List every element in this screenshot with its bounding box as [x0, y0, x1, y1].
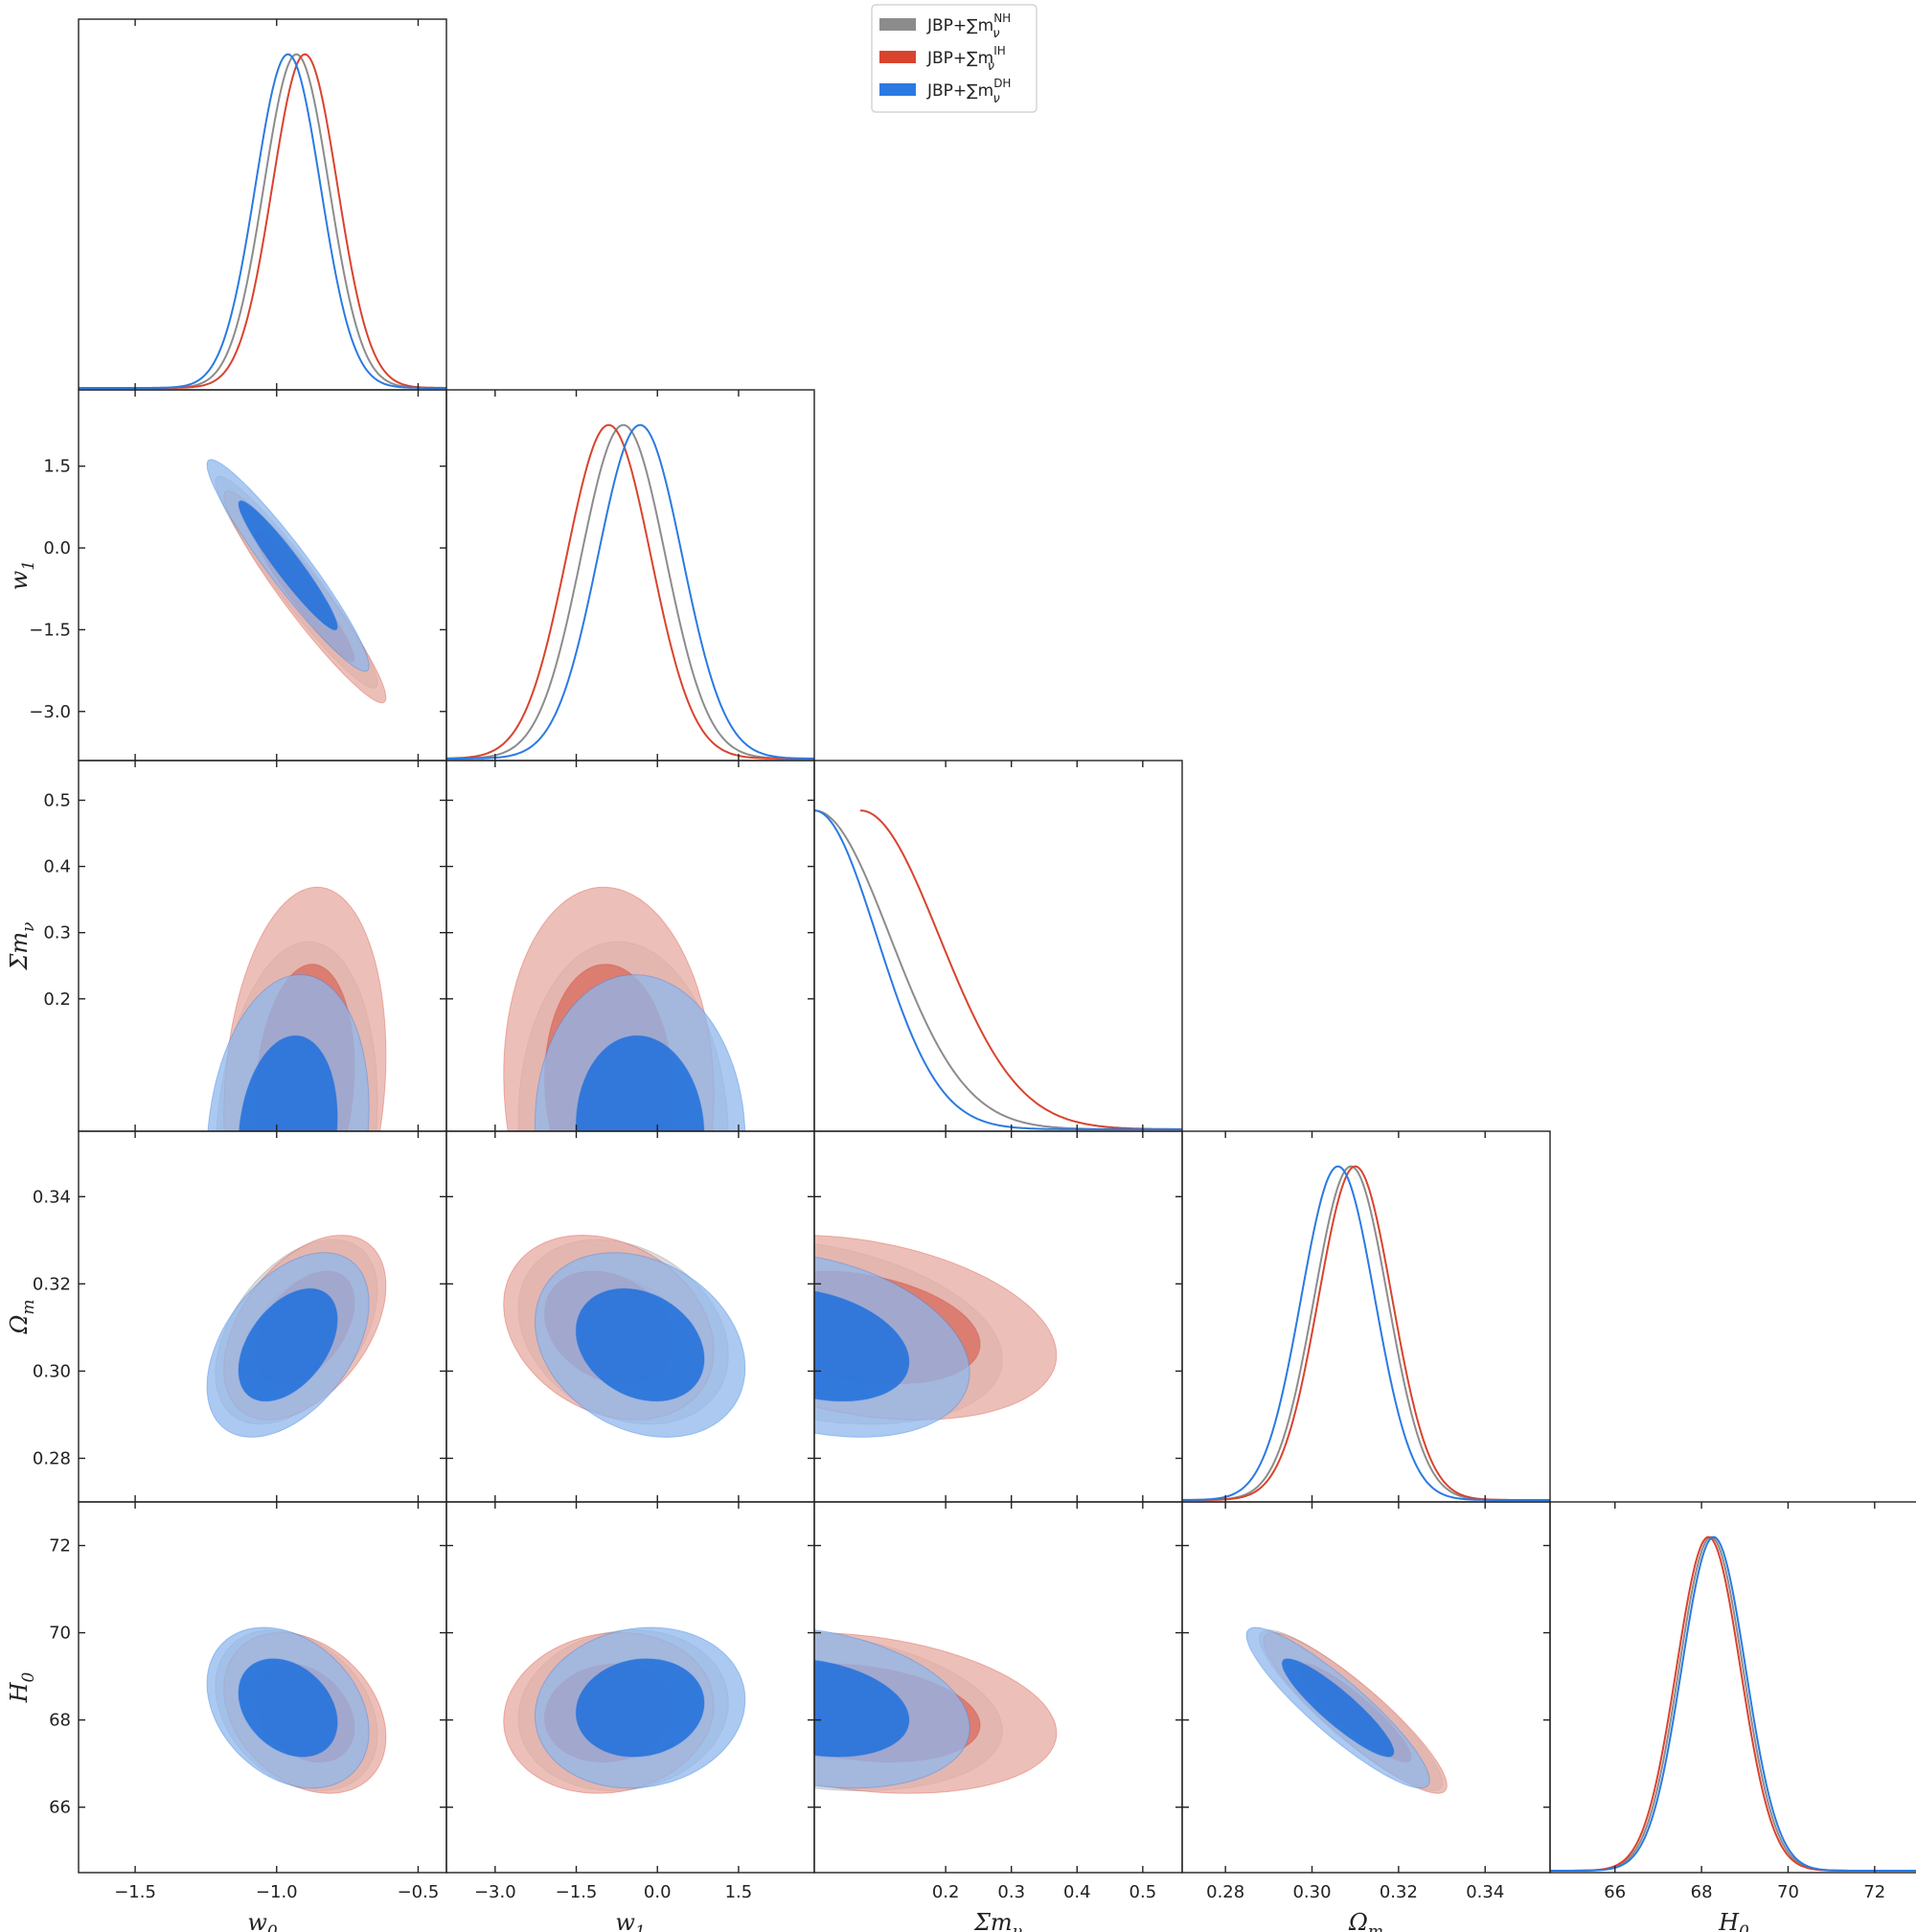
x-axis-label-mnu: Σmν	[973, 1909, 1022, 1932]
contour-panel-h0-mnu	[814, 1629, 1058, 1794]
y-axis-label-w1: w1	[6, 560, 38, 590]
x-tick-label-h0: 72	[1863, 1882, 1885, 1902]
y-tick-label-w1: 0.0	[43, 538, 71, 558]
panel-frame-w1-w0	[78, 389, 447, 761]
panel-frame-w1-w1	[445, 389, 815, 761]
y-tick-label-h0: 72	[49, 1536, 71, 1557]
marginal-line-IH-w0	[79, 53, 446, 389]
x-tick-label-w1: 1.5	[725, 1882, 753, 1902]
contour-inner-DH-om-w1	[575, 1287, 705, 1402]
y-axis-label-h0: H0	[6, 1671, 38, 1703]
marginal-panel-h0	[1550, 1535, 1916, 1872]
contour-inner-DH-om-w0	[238, 1287, 338, 1402]
legend-swatch-DH	[879, 83, 916, 96]
contour-inner-DH-om-mnu	[814, 1290, 910, 1402]
x-tick-label-h0: 70	[1777, 1882, 1799, 1902]
y-tick-label-mnu: 0.4	[43, 857, 71, 877]
contour-panel-h0-w1	[503, 1626, 746, 1794]
marginal-line-NH-om	[1182, 1165, 1550, 1501]
panel-frame-mnu-mnu	[813, 760, 1183, 1132]
contour-panel-h0-w0	[206, 1626, 387, 1794]
x-tick-label-h0: 68	[1691, 1882, 1713, 1902]
y-tick-label-om: 0.28	[33, 1448, 71, 1468]
marginal-line-IH-om	[1182, 1165, 1550, 1501]
marginal-line-IH-mnu	[860, 809, 1182, 1130]
legend-swatch-IH	[879, 51, 916, 63]
y-tick-label-mnu: 0.2	[43, 989, 71, 1010]
x-tick-label-om: 0.34	[1466, 1882, 1504, 1902]
x-tick-label-om: 0.32	[1380, 1882, 1418, 1902]
marginal-panel-w1	[446, 423, 814, 760]
marginal-line-DH-h0	[1550, 1535, 1916, 1872]
x-tick-label-om: 0.28	[1206, 1882, 1244, 1902]
panel-frame-om-om	[1181, 1130, 1551, 1503]
marginal-line-IH-w1	[446, 423, 814, 760]
x-tick-label-om: 0.30	[1292, 1882, 1331, 1902]
x-tick-label-w1: −1.5	[556, 1882, 598, 1902]
marginal-line-DH-om	[1182, 1165, 1550, 1501]
x-tick-label-w1: −3.0	[474, 1882, 516, 1902]
y-tick-label-h0: 70	[49, 1624, 71, 1644]
marginal-line-DH-w1	[446, 423, 814, 760]
contour-panel-om-w0	[206, 1235, 387, 1438]
marginal-line-NH-w1	[446, 423, 814, 760]
contour-panel-h0-om	[1245, 1626, 1448, 1794]
y-tick-label-mnu: 0.3	[43, 923, 71, 943]
x-tick-label-w1: 0.0	[644, 1882, 672, 1902]
panel-frame-h0-h0	[1549, 1501, 1916, 1874]
legend-swatch-NH	[879, 18, 916, 31]
x-tick-label-mnu: 0.2	[932, 1882, 960, 1902]
y-tick-label-om: 0.34	[33, 1187, 71, 1207]
marginal-line-NH-h0	[1550, 1535, 1916, 1872]
x-tick-label-h0: 66	[1604, 1882, 1626, 1902]
marginal-line-NH-w0	[79, 53, 446, 389]
contour-inner-DH-mnu-w0	[239, 1034, 338, 1131]
contour-inner-DH-mnu-w1	[575, 1034, 705, 1131]
contour-panel-mnu-w0	[207, 886, 387, 1131]
marginal-panel-om	[1182, 1165, 1550, 1501]
marginal-panel-mnu	[814, 809, 1182, 1130]
y-tick-label-h0: 66	[49, 1798, 71, 1818]
contour-inner-DH-w1-w0	[238, 500, 338, 631]
y-tick-label-w1: −3.0	[29, 702, 71, 722]
marginal-line-DH-mnu	[814, 809, 1182, 1130]
y-tick-label-h0: 68	[49, 1711, 71, 1731]
contour-inner-DH-h0-w0	[238, 1658, 338, 1758]
x-axis-label-om: Ωm	[1348, 1909, 1383, 1932]
x-axis-label-w0: w0	[247, 1909, 278, 1932]
y-tick-label-om: 0.30	[33, 1361, 71, 1381]
contour-panel-om-mnu	[814, 1235, 1058, 1438]
x-tick-label-w0: −1.5	[114, 1882, 156, 1902]
marginal-panel-w0	[79, 53, 446, 389]
marginal-line-IH-h0	[1550, 1535, 1916, 1872]
contour-panel-w1-w0	[206, 459, 387, 704]
marginal-line-DH-w0	[79, 53, 446, 389]
y-tick-label-mnu: 0.5	[43, 790, 71, 810]
y-tick-label-w1: −1.5	[29, 620, 71, 640]
x-axis-label-h0: H0	[1718, 1909, 1749, 1932]
x-tick-label-w0: −1.0	[256, 1882, 298, 1902]
contour-panel-mnu-w1	[503, 886, 746, 1131]
y-tick-label-w1: 1.5	[43, 457, 71, 477]
x-tick-label-mnu: 0.5	[1129, 1882, 1157, 1902]
x-tick-label-w0: −0.5	[398, 1882, 440, 1902]
contour-inner-DH-h0-w1	[575, 1658, 705, 1758]
x-axis-label-w1: w1	[615, 1909, 645, 1932]
x-tick-label-mnu: 0.4	[1063, 1882, 1091, 1902]
contour-inner-DH-h0-mnu	[814, 1659, 910, 1758]
x-tick-label-mnu: 0.3	[997, 1882, 1025, 1902]
marginal-line-NH-mnu	[814, 809, 1182, 1130]
y-tick-label-om: 0.32	[33, 1274, 71, 1294]
y-axis-label-om: Ωm	[6, 1299, 38, 1334]
contour-panel-om-w1	[503, 1234, 746, 1439]
y-axis-label-mnu: Σmν	[6, 921, 38, 970]
contour-inner-DH-h0-om	[1281, 1658, 1395, 1758]
panel-frame-w0-w0	[78, 18, 447, 391]
